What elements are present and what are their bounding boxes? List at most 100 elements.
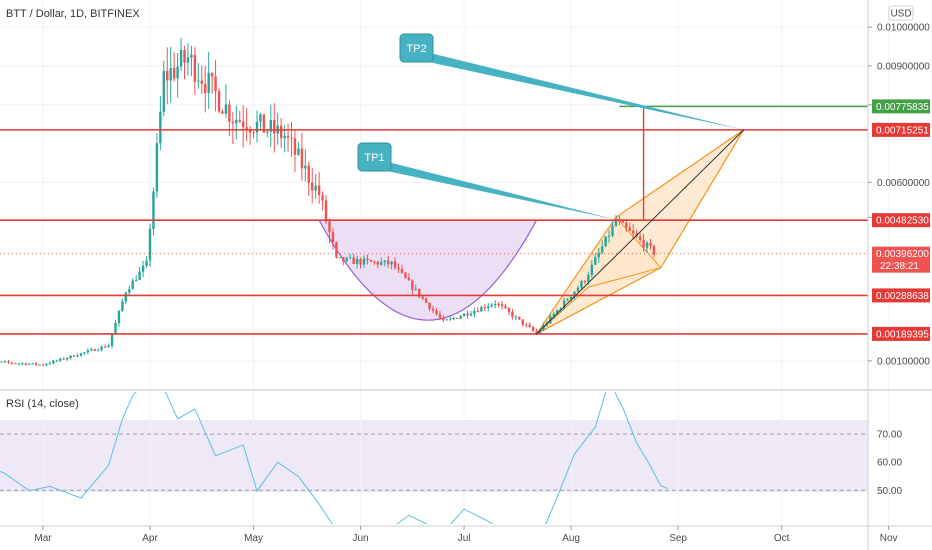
candle-body (76, 355, 79, 357)
candle-body (490, 304, 493, 307)
candle-body (369, 260, 373, 262)
candle-body (31, 363, 34, 365)
candle-body (507, 308, 511, 312)
candle-body (186, 57, 190, 63)
candle-body (45, 364, 48, 366)
candle-body (221, 111, 224, 114)
candle-body (183, 49, 186, 63)
candle-body (321, 195, 324, 201)
candle-body (269, 120, 273, 132)
candle-body (283, 135, 286, 139)
candle-body (166, 70, 169, 81)
candle-body (390, 261, 393, 265)
candle-body (83, 352, 86, 354)
candle-body (231, 121, 235, 124)
candle-body (176, 66, 179, 79)
candle-body (345, 257, 348, 262)
candle-body (141, 265, 145, 272)
time-tick-label: Aug (562, 533, 580, 544)
callout-tp2[interactable]: TP2 (399, 33, 744, 130)
candle-body (41, 364, 45, 366)
candle-body (597, 252, 600, 258)
time-tick-label: Jun (352, 533, 368, 544)
candle-body (328, 221, 331, 233)
candle-body (169, 68, 172, 81)
candle-body (27, 363, 31, 365)
candle-body (442, 317, 445, 321)
candle-body (500, 304, 504, 307)
candle-body (55, 360, 59, 362)
candle-body (286, 135, 290, 138)
candle-body (397, 267, 400, 270)
candle-body (290, 137, 293, 139)
candle-body (528, 324, 531, 328)
candle-body (652, 245, 656, 255)
callout-tp1[interactable]: TP1 (357, 142, 614, 220)
candle-body (355, 259, 359, 264)
candle-body (155, 143, 159, 192)
candle-body (342, 257, 345, 262)
candle-body (248, 130, 252, 133)
candle-body (594, 257, 597, 265)
candle-body (459, 316, 462, 319)
time-axis[interactable]: Mar Apr May Jun Jul Aug Sep Oct Nov (34, 526, 898, 544)
trend-line[interactable] (536, 129, 745, 335)
candle-body (65, 357, 69, 360)
cup-arc[interactable] (318, 219, 538, 321)
candle-body (134, 279, 138, 281)
time-tick-label: May (244, 533, 263, 544)
candle-body (14, 363, 17, 365)
candle-body (331, 232, 335, 243)
price-tag (872, 288, 930, 303)
candle-body (535, 330, 538, 334)
candle-body (607, 235, 611, 237)
callout-pointer (368, 160, 614, 220)
candle-body (362, 258, 366, 265)
candle-body (197, 80, 200, 82)
candle-body (628, 227, 631, 231)
candle-body (59, 358, 62, 361)
candle-body (618, 220, 621, 222)
candle-body (124, 292, 128, 302)
rsi-tick-label: 70.00 (877, 430, 902, 441)
candle-body (424, 298, 428, 303)
candle-body (521, 319, 524, 325)
rsi-line (0, 392, 668, 524)
candle-body (128, 289, 131, 293)
price-tag (872, 213, 930, 228)
price-tag (872, 122, 930, 137)
candle-body (373, 261, 376, 263)
flag-channel-inner[interactable] (536, 216, 662, 335)
candle-body (338, 257, 342, 259)
candle-body (0, 361, 3, 363)
price-tags: 0.00715251 0.00482530 0.00288638 0.00189395… (872, 99, 930, 341)
candle-body (407, 277, 411, 281)
candle-body (148, 228, 152, 261)
candle-body (159, 111, 162, 144)
candle-body (335, 242, 338, 258)
candle-body (117, 310, 121, 324)
candle-body (266, 131, 269, 133)
candle-body (324, 200, 328, 222)
time-tick-label: Jul (458, 533, 471, 544)
candle-body (538, 330, 542, 334)
rsi-pane (0, 392, 868, 524)
candle-body (418, 288, 421, 297)
candle-body (259, 114, 262, 122)
candle-body (138, 271, 141, 280)
candle-body (217, 91, 221, 112)
candle-body (352, 257, 355, 264)
price-tag-label: 0.00715251 (876, 125, 929, 136)
candle-body (404, 272, 407, 278)
currency-badge[interactable] (888, 5, 914, 21)
candle-body (580, 281, 583, 288)
candle-body (304, 165, 307, 169)
candle-body (114, 323, 117, 335)
candle-body (21, 363, 24, 365)
candle-body (487, 306, 490, 309)
tp-callouts[interactable]: TP2 TP1 (357, 33, 744, 220)
candle-body (531, 327, 535, 331)
rsi-axis[interactable]: 70.00 60.00 50.00 (877, 430, 902, 497)
candle-body (255, 121, 259, 133)
